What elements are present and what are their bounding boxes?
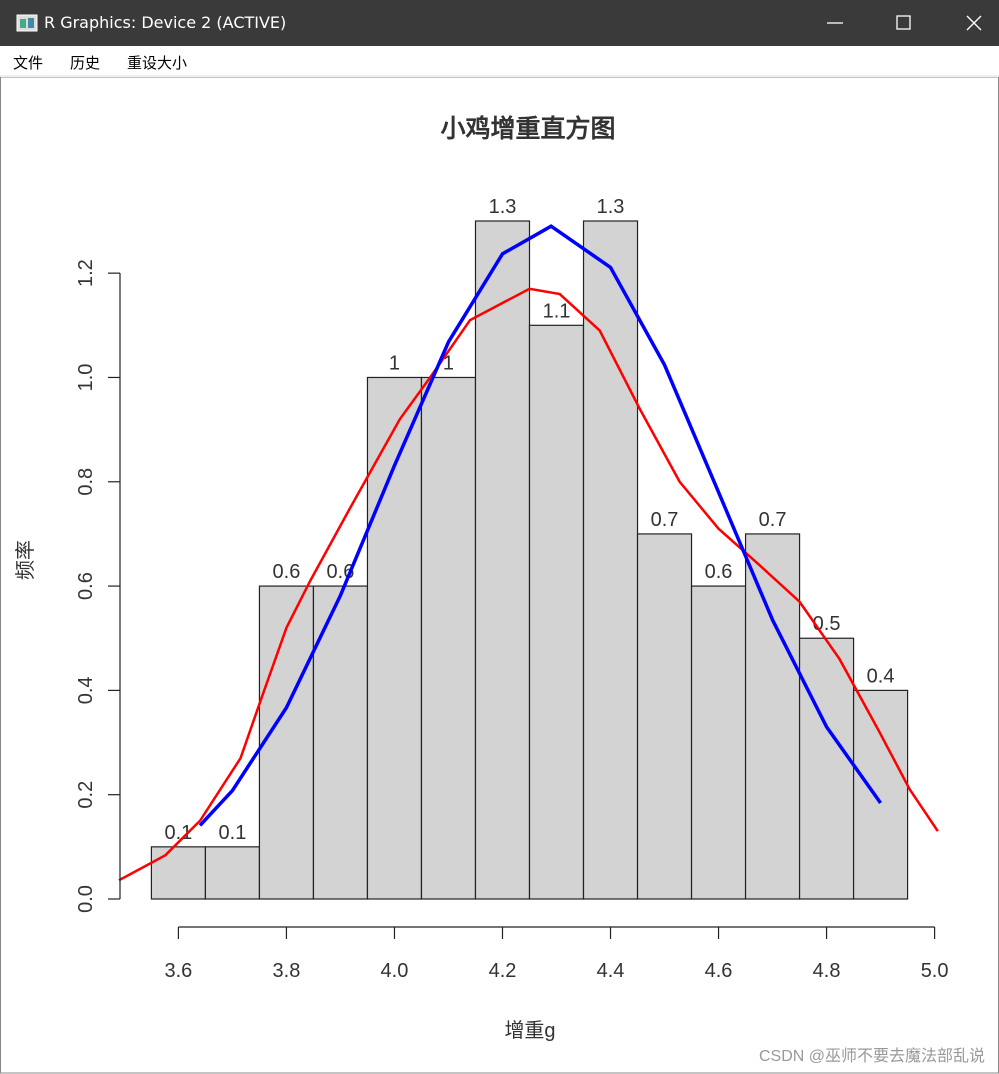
y-tick-label: 0.0 bbox=[75, 885, 97, 913]
data-label: 1.3 bbox=[489, 196, 517, 218]
data-label: 1 bbox=[389, 352, 400, 374]
bar bbox=[744, 533, 801, 900]
x-tick-label: 4.4 bbox=[597, 960, 625, 982]
bar bbox=[204, 846, 261, 900]
y-tick-label: 1.2 bbox=[75, 259, 97, 287]
y-axis-label: 频率 bbox=[14, 540, 37, 580]
bar bbox=[528, 324, 585, 900]
y-tick-label: 0.4 bbox=[75, 676, 97, 704]
x-axis-label: 增重g bbox=[504, 1019, 555, 1042]
bar bbox=[258, 585, 315, 900]
curve bbox=[198, 224, 883, 827]
bar bbox=[312, 585, 369, 900]
y-tick-label: 1.0 bbox=[75, 364, 97, 392]
x-tick-label: 5.0 bbox=[921, 960, 949, 982]
data-label: 0.7 bbox=[651, 509, 679, 531]
x-tick-label: 4.8 bbox=[813, 960, 841, 982]
bar bbox=[798, 637, 855, 900]
x-tick-label: 4.0 bbox=[381, 960, 409, 982]
bar bbox=[150, 846, 207, 900]
menu-item[interactable]: 重设大小 bbox=[127, 54, 188, 72]
data-label: 0.6 bbox=[273, 561, 301, 583]
menu-item[interactable]: 历史 bbox=[70, 54, 101, 72]
menu-item[interactable]: 文件 bbox=[13, 54, 44, 72]
bar bbox=[852, 689, 909, 900]
bar bbox=[582, 220, 639, 900]
data-label: 0.6 bbox=[705, 561, 733, 583]
bar bbox=[636, 533, 693, 900]
title-bar: R Graphics: Device 2 (ACTIVE) bbox=[0, 0, 999, 46]
y-tick-label: 0.8 bbox=[75, 468, 97, 496]
chart-title: 小鸡增重直方图 bbox=[440, 114, 615, 143]
curve bbox=[118, 287, 939, 882]
y-tick-label: 0.6 bbox=[75, 572, 97, 600]
chart: 小鸡增重直方图 增重g 频率 CSDN @巫师不要去魔法部乱说 0.1 0.1 0.… bbox=[0, 77, 999, 1074]
x-tick-label: 3.6 bbox=[165, 960, 193, 982]
data-label: 0.5 bbox=[813, 613, 841, 635]
watermark: CSDN @巫师不要去魔法部乱说 bbox=[759, 1047, 985, 1065]
data-label: 0.1 bbox=[219, 822, 247, 844]
x-tick-label: 4.2 bbox=[489, 960, 517, 982]
y-tick-label: 0.2 bbox=[75, 781, 97, 809]
window-title: R Graphics: Device 2 (ACTIVE) bbox=[44, 13, 287, 32]
x-tick-label: 3.8 bbox=[273, 960, 301, 982]
x-tick-label: 4.6 bbox=[705, 960, 733, 982]
data-label: 0.4 bbox=[867, 665, 895, 687]
data-label: 0.1 bbox=[165, 822, 193, 844]
data-label: 0.7 bbox=[759, 509, 787, 531]
bar bbox=[474, 220, 531, 900]
data-label: 1.1 bbox=[543, 300, 571, 322]
app-icon bbox=[16, 14, 38, 32]
menu-bar: 文件 历史 重设大小 bbox=[0, 46, 999, 77]
data-label: 1 bbox=[443, 352, 454, 374]
bar bbox=[366, 376, 423, 900]
data-label: 1.3 bbox=[597, 196, 625, 218]
bar bbox=[420, 376, 477, 900]
bar bbox=[690, 585, 747, 900]
window-controls[interactable] bbox=[809, 0, 999, 46]
